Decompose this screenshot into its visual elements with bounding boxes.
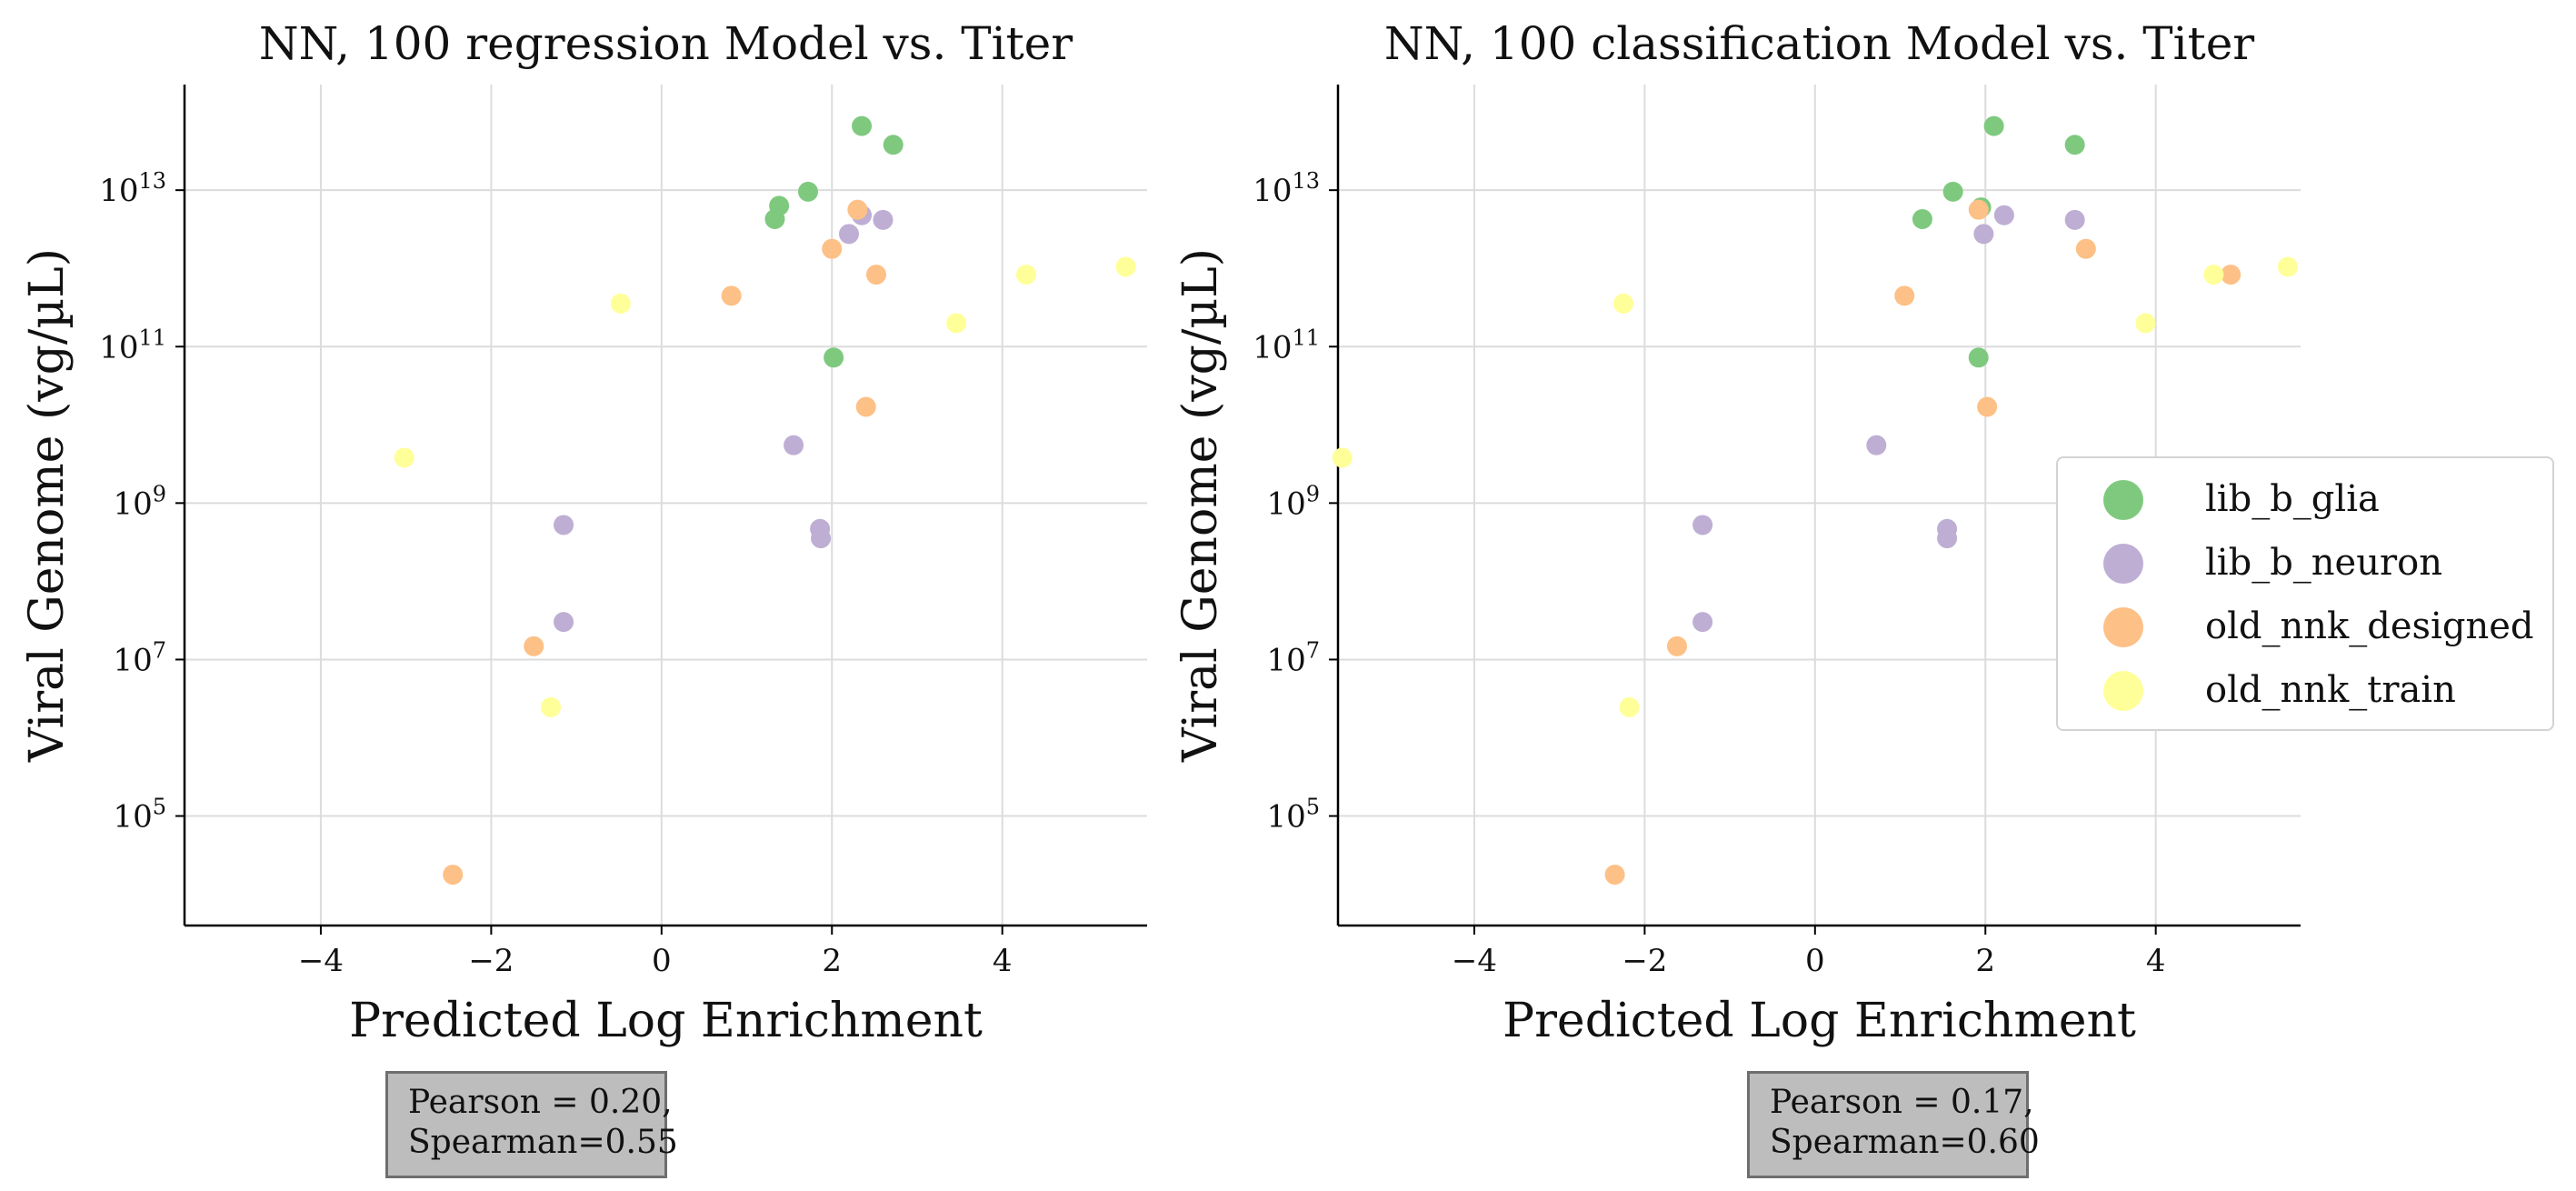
legend-item-old-nnk-train: old_nnk_train xyxy=(2058,658,2552,722)
left-point-old-nnk-train xyxy=(946,313,967,334)
right-chart-title: NN, 100 classification Model vs. Titer xyxy=(1384,17,2254,70)
left-x-tick-label: 2 xyxy=(822,943,842,979)
right-y-tick-label: 109 xyxy=(1266,481,1320,522)
left-point-old-nnk-designed xyxy=(847,199,868,220)
right-point-lib-b-glia xyxy=(1912,209,1932,229)
right-point-lib-b-glia xyxy=(1968,347,1989,368)
legend-label-old-nnk-designed: old_nnk_designed xyxy=(2205,606,2534,647)
left-point-old-nnk-train xyxy=(1015,265,1036,285)
right-point-lib-b-neuron xyxy=(1692,515,1713,535)
right-stats-box: Pearson = 0.17, Spearman=0.60 xyxy=(1747,1071,2040,1178)
left-x-tick-label: 0 xyxy=(652,943,672,979)
left-point-old-nnk-train xyxy=(394,447,414,468)
left-point-old-nnk-designed xyxy=(822,238,843,259)
left-x-tick-label: −2 xyxy=(468,943,514,979)
left-point-old-nnk-designed xyxy=(855,396,876,417)
left-pearson-text: Pearson = 0.20, xyxy=(408,1084,673,1121)
right-point-old-nnk-train xyxy=(2135,313,2156,334)
left-point-lib-b-glia xyxy=(852,115,873,136)
left-point-old-nnk-designed xyxy=(524,636,544,656)
right-point-old-nnk-designed xyxy=(2221,265,2242,285)
left-plot-panel: −4 −2 0 2 4 105 107 109 1011 1013 NN, 100 regressi… xyxy=(20,17,1147,1048)
right-point-lib-b-neuron xyxy=(1866,435,1887,455)
right-x-tick-label: −2 xyxy=(1622,943,1667,979)
left-stats-box: Pearson = 0.20, Spearman=0.55 xyxy=(385,1071,678,1178)
right-point-old-nnk-train xyxy=(2277,256,2298,277)
right-point-old-nnk-designed xyxy=(1968,199,1989,220)
left-point-lib-b-neuron xyxy=(811,528,832,549)
left-point-old-nnk-designed xyxy=(721,285,742,306)
right-spearman-text: Spearman=0.60 xyxy=(1770,1124,2040,1161)
left-point-lib-b-glia xyxy=(824,347,844,368)
right-point-old-nnk-train xyxy=(1612,293,1633,314)
left-point-old-nnk-designed xyxy=(443,865,464,886)
right-point-lib-b-glia xyxy=(1983,115,2004,136)
right-point-old-nnk-train xyxy=(1619,696,1640,717)
right-plot-panel: −4 −2 0 2 4 105 107 109 1011 1013 NN, 100 classifi… xyxy=(1173,17,2301,1048)
legend: lib_b_glia lib_b_neuron old_nnk_designed… xyxy=(2056,456,2554,731)
legend-marker-old-nnk-train xyxy=(2103,671,2143,711)
left-y-tick-label: 107 xyxy=(113,637,166,678)
left-point-old-nnk-designed xyxy=(865,265,886,285)
right-point-old-nnk-designed xyxy=(2075,238,2096,259)
right-point-lib-b-neuron xyxy=(1993,205,2014,225)
left-point-lib-b-glia xyxy=(764,209,785,229)
left-spearman-text: Spearman=0.55 xyxy=(408,1124,678,1161)
left-point-old-nnk-train xyxy=(540,696,561,717)
left-point-old-nnk-train xyxy=(610,293,631,314)
left-y-tick-label: 109 xyxy=(113,481,166,522)
right-point-lib-b-neuron xyxy=(1692,612,1713,633)
right-y-axis-label: Viral Genome (vg/µL) xyxy=(1173,248,1228,763)
left-point-old-nnk-train xyxy=(1115,256,1136,277)
right-x-tick-label: −4 xyxy=(1452,943,1497,979)
right-point-lib-b-neuron xyxy=(2064,209,2085,230)
right-point-old-nnk-designed xyxy=(1894,285,1915,306)
right-point-old-nnk-train xyxy=(2203,265,2224,285)
right-y-tick-label: 1013 xyxy=(1253,168,1320,209)
legend-item-old-nnk-designed: old_nnk_designed xyxy=(2058,595,2552,658)
left-y-tick-label: 1013 xyxy=(99,168,166,209)
left-point-lib-b-neuron xyxy=(838,224,859,245)
legend-label-lib-b-glia: lib_b_glia xyxy=(2205,478,2380,520)
left-x-axis-label: Predicted Log Enrichment xyxy=(349,994,983,1048)
left-point-lib-b-neuron xyxy=(873,209,894,230)
left-y-tick-label: 1011 xyxy=(99,325,166,365)
right-y-tick-label: 1011 xyxy=(1253,325,1320,365)
right-x-tick-label: 4 xyxy=(2146,943,2166,979)
right-point-lib-b-neuron xyxy=(1937,528,1958,549)
right-pearson-text: Pearson = 0.17, xyxy=(1770,1084,2034,1121)
right-x-axis-label: Predicted Log Enrichment xyxy=(1503,994,2136,1048)
left-x-tick-label: −4 xyxy=(298,943,344,979)
right-y-tick-label: 105 xyxy=(1266,795,1320,836)
left-y-axis-label: Viral Genome (vg/µL) xyxy=(20,248,75,763)
left-x-tick-label: 4 xyxy=(993,943,1013,979)
left-y-tick-label: 105 xyxy=(113,795,166,836)
right-point-old-nnk-designed xyxy=(1666,636,1687,656)
legend-marker-lib-b-glia xyxy=(2103,480,2143,520)
left-point-lib-b-neuron xyxy=(784,435,804,455)
right-y-tick-label: 107 xyxy=(1266,637,1320,678)
left-point-lib-b-glia xyxy=(798,181,819,202)
legend-label-lib-b-neuron: lib_b_neuron xyxy=(2205,542,2442,584)
right-point-old-nnk-designed xyxy=(1977,396,1998,417)
right-x-tick-label: 2 xyxy=(1975,943,1995,979)
right-point-lib-b-glia xyxy=(1942,181,1963,202)
left-chart-title: NN, 100 regression Model vs. Titer xyxy=(259,17,1073,70)
right-point-lib-b-neuron xyxy=(1973,224,1994,245)
right-point-lib-b-glia xyxy=(2064,135,2085,155)
left-point-lib-b-neuron xyxy=(554,612,574,633)
right-x-tick-label: 0 xyxy=(1805,943,1825,979)
legend-marker-old-nnk-designed xyxy=(2103,607,2143,647)
right-point-old-nnk-designed xyxy=(1604,865,1625,886)
right-point-old-nnk-train xyxy=(1332,447,1353,468)
left-point-lib-b-glia xyxy=(883,135,904,155)
legend-label-old-nnk-train: old_nnk_train xyxy=(2205,669,2456,711)
legend-marker-lib-b-neuron xyxy=(2103,544,2143,584)
legend-item-lib-b-glia: lib_b_glia xyxy=(2058,467,2552,531)
left-point-lib-b-neuron xyxy=(554,515,574,535)
legend-item-lib-b-neuron: lib_b_neuron xyxy=(2058,531,2552,595)
